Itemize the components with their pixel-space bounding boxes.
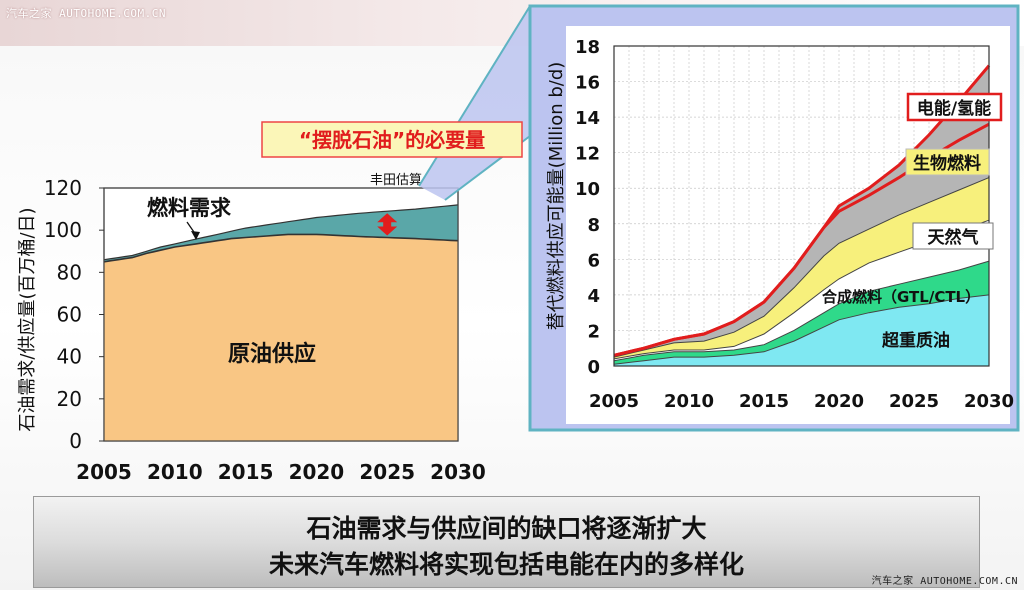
- left-x-tick-label: 2030: [430, 460, 486, 484]
- left-y-tick-label: 60: [57, 303, 82, 327]
- left-x-tick-label: 2020: [289, 460, 345, 484]
- right-y-tick-label: 14: [575, 108, 600, 129]
- right-x-tick-label: 2015: [739, 391, 789, 412]
- callout-connector: “摆脱石油”的必要量: [261, 5, 531, 201]
- left-y-tick-label: 80: [57, 260, 82, 284]
- series-boundary-line: [613, 260, 990, 362]
- right-x-tick-label: 2025: [889, 391, 939, 412]
- left-y-tick-label: 120: [44, 176, 82, 200]
- biofuel-label-box: [905, 148, 990, 176]
- electric-label-box: [906, 92, 1003, 122]
- left-y-tick-label: 40: [57, 345, 82, 369]
- demand-gap-area: [104, 204, 458, 262]
- right-y-tick-label: 12: [575, 144, 600, 165]
- natural-gas-label-box: [912, 222, 994, 250]
- right-y-tick-label: 10: [575, 179, 600, 200]
- left-x-tick-label: 2025: [359, 460, 415, 484]
- gap-arrow-head-up: [377, 213, 398, 223]
- callout-label-box: [261, 121, 523, 158]
- caption-box: 石油需求与供应间的缺口将逐渐扩大 未来汽车燃料将实现包括电能在内的多样化: [33, 496, 980, 588]
- source-annotation: 丰田估算: [370, 173, 422, 188]
- left-y-tick-label: 20: [57, 387, 82, 411]
- demand-line: [103, 204, 459, 261]
- right-y-axis-label: 替代燃料供应可能量(Million b/d): [546, 62, 567, 331]
- callout-label: “摆脱石油”的必要量: [299, 128, 485, 152]
- left-y-axis-label: 石油需求/供应量(百万桶/日): [17, 207, 38, 431]
- right-x-tick-label: 2005: [589, 391, 639, 412]
- watermark-bottom: 汽车之家 AUTOHOME.COM.CN: [871, 576, 1018, 587]
- right-y-tick-label: 0: [587, 357, 600, 378]
- left-x-tick-label: 2005: [76, 460, 132, 484]
- electric-label: 电能/氢能: [917, 98, 991, 119]
- right-y-tick-label: 4: [587, 286, 600, 307]
- right-x-tick-label: 2030: [964, 391, 1014, 412]
- caption-line-2: 未来汽车燃料将实现包括电能在内的多样化: [268, 550, 744, 579]
- right-y-tick-label: 6: [587, 250, 600, 271]
- watermark-top: 汽车之家 AUTOHOME.COM.CN: [6, 7, 166, 20]
- heavy-oil-area: [614, 294, 989, 366]
- synthetic-fuel-area: [614, 261, 989, 365]
- right-x-tick-label: 2020: [814, 391, 864, 412]
- natural-gas-label: 天然气: [928, 227, 979, 248]
- left-x-tick-label: 2015: [218, 460, 274, 484]
- callout-wedge: [419, 6, 530, 200]
- synthetic-fuel-label: 合成燃料（GTL/CTL）: [821, 288, 980, 306]
- left-y-tick-label: 0: [69, 429, 82, 453]
- left-chart: 0 20 40 60 80 100 120 2005 2010 2015 2020 2025 2030 石…: [17, 173, 486, 484]
- gap-arrow-shaft: [383, 220, 392, 229]
- series-boundary-line: [613, 177, 990, 358]
- natural-gas-area: [614, 220, 989, 361]
- supply-label: 原油供应: [228, 341, 316, 367]
- gap-arrow-head-down: [377, 226, 398, 236]
- right-x-tick-label: 2010: [664, 391, 714, 412]
- right-y-tick-label: 8: [587, 215, 600, 236]
- crude-supply-area: [104, 234, 458, 441]
- right-y-tick-label: 16: [575, 73, 600, 94]
- caption-line-1: 石油需求与供应间的缺口将逐渐扩大: [306, 514, 707, 543]
- series-boundary-line: [613, 294, 990, 365]
- right-plot-frame: [613, 45, 990, 367]
- biofuel-label: 生物燃料: [913, 153, 981, 174]
- left-y-tick-label: 100: [44, 218, 82, 242]
- biofuel-area: [614, 177, 989, 359]
- right-y-tick-label: 18: [575, 37, 600, 58]
- demand-pointer-arrowhead: [191, 231, 200, 240]
- heavy-oil-label: 超重质油: [882, 330, 950, 351]
- right-chart: 0 2 4 6 8 10 12 14 16 18 2005 2010 2015 2020 2025 2030 替…: [528, 4, 1020, 432]
- left-x-tick-label: 2010: [147, 460, 203, 484]
- demand-label: 燃料需求: [147, 196, 231, 220]
- right-y-tick-label: 2: [587, 321, 600, 342]
- supply-line: [103, 233, 459, 263]
